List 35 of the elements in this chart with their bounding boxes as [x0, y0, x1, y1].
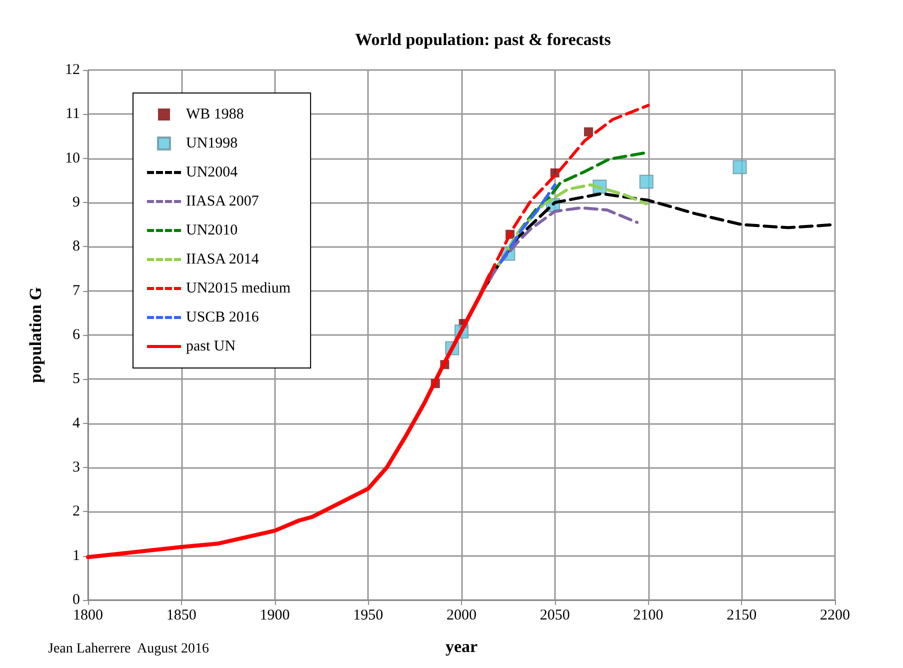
- chart-title: World population: past & forecasts: [355, 30, 612, 49]
- y-tick-label: 3: [72, 460, 80, 476]
- x-tick-label: 1850: [166, 608, 196, 624]
- x-tick-label: 2000: [446, 608, 476, 624]
- y-tick-label: 12: [65, 62, 80, 78]
- y-tick-label: 0: [72, 592, 80, 608]
- x-tick-label: 2050: [540, 608, 570, 624]
- legend-label: past UN: [186, 338, 236, 354]
- legend-label: IIASA 2007: [186, 194, 260, 210]
- legend-label: UN2015 medium: [186, 280, 291, 296]
- legend-label: UN2010: [186, 222, 238, 238]
- x-tick-label: 2100: [633, 608, 664, 624]
- legend-label: USCB 2016: [186, 310, 260, 326]
- legend-label: IIASA 2014: [186, 252, 260, 268]
- y-tick-label: 10: [65, 150, 80, 166]
- x-tick-label: 2150: [726, 608, 757, 624]
- y-tick-label: 9: [72, 194, 80, 210]
- x-tick-label: 2200: [820, 608, 850, 624]
- y-tick-label: 2: [72, 504, 80, 520]
- y-tick-label: 1: [72, 548, 80, 564]
- y-tick-label: 11: [66, 106, 80, 122]
- y-tick-label: 6: [72, 327, 80, 343]
- legend-label: WB 1988: [186, 106, 244, 122]
- x-axis-title: year: [445, 637, 478, 656]
- x-tick-label: 1950: [353, 608, 384, 624]
- text: Jean Laherrere August 2016: [48, 642, 209, 656]
- y-tick-label: 5: [72, 371, 80, 388]
- y-axis-title: population G: [26, 287, 45, 383]
- x-tick-label: 1900: [260, 608, 290, 624]
- legend-label: UN2004: [186, 164, 238, 180]
- y-tick-label: 7: [72, 282, 80, 299]
- x-tick-label: 1800: [73, 608, 103, 624]
- legend-label: UN1998: [186, 136, 238, 152]
- y-tick-label: 4: [72, 415, 80, 432]
- y-tick-label: 8: [72, 238, 80, 255]
